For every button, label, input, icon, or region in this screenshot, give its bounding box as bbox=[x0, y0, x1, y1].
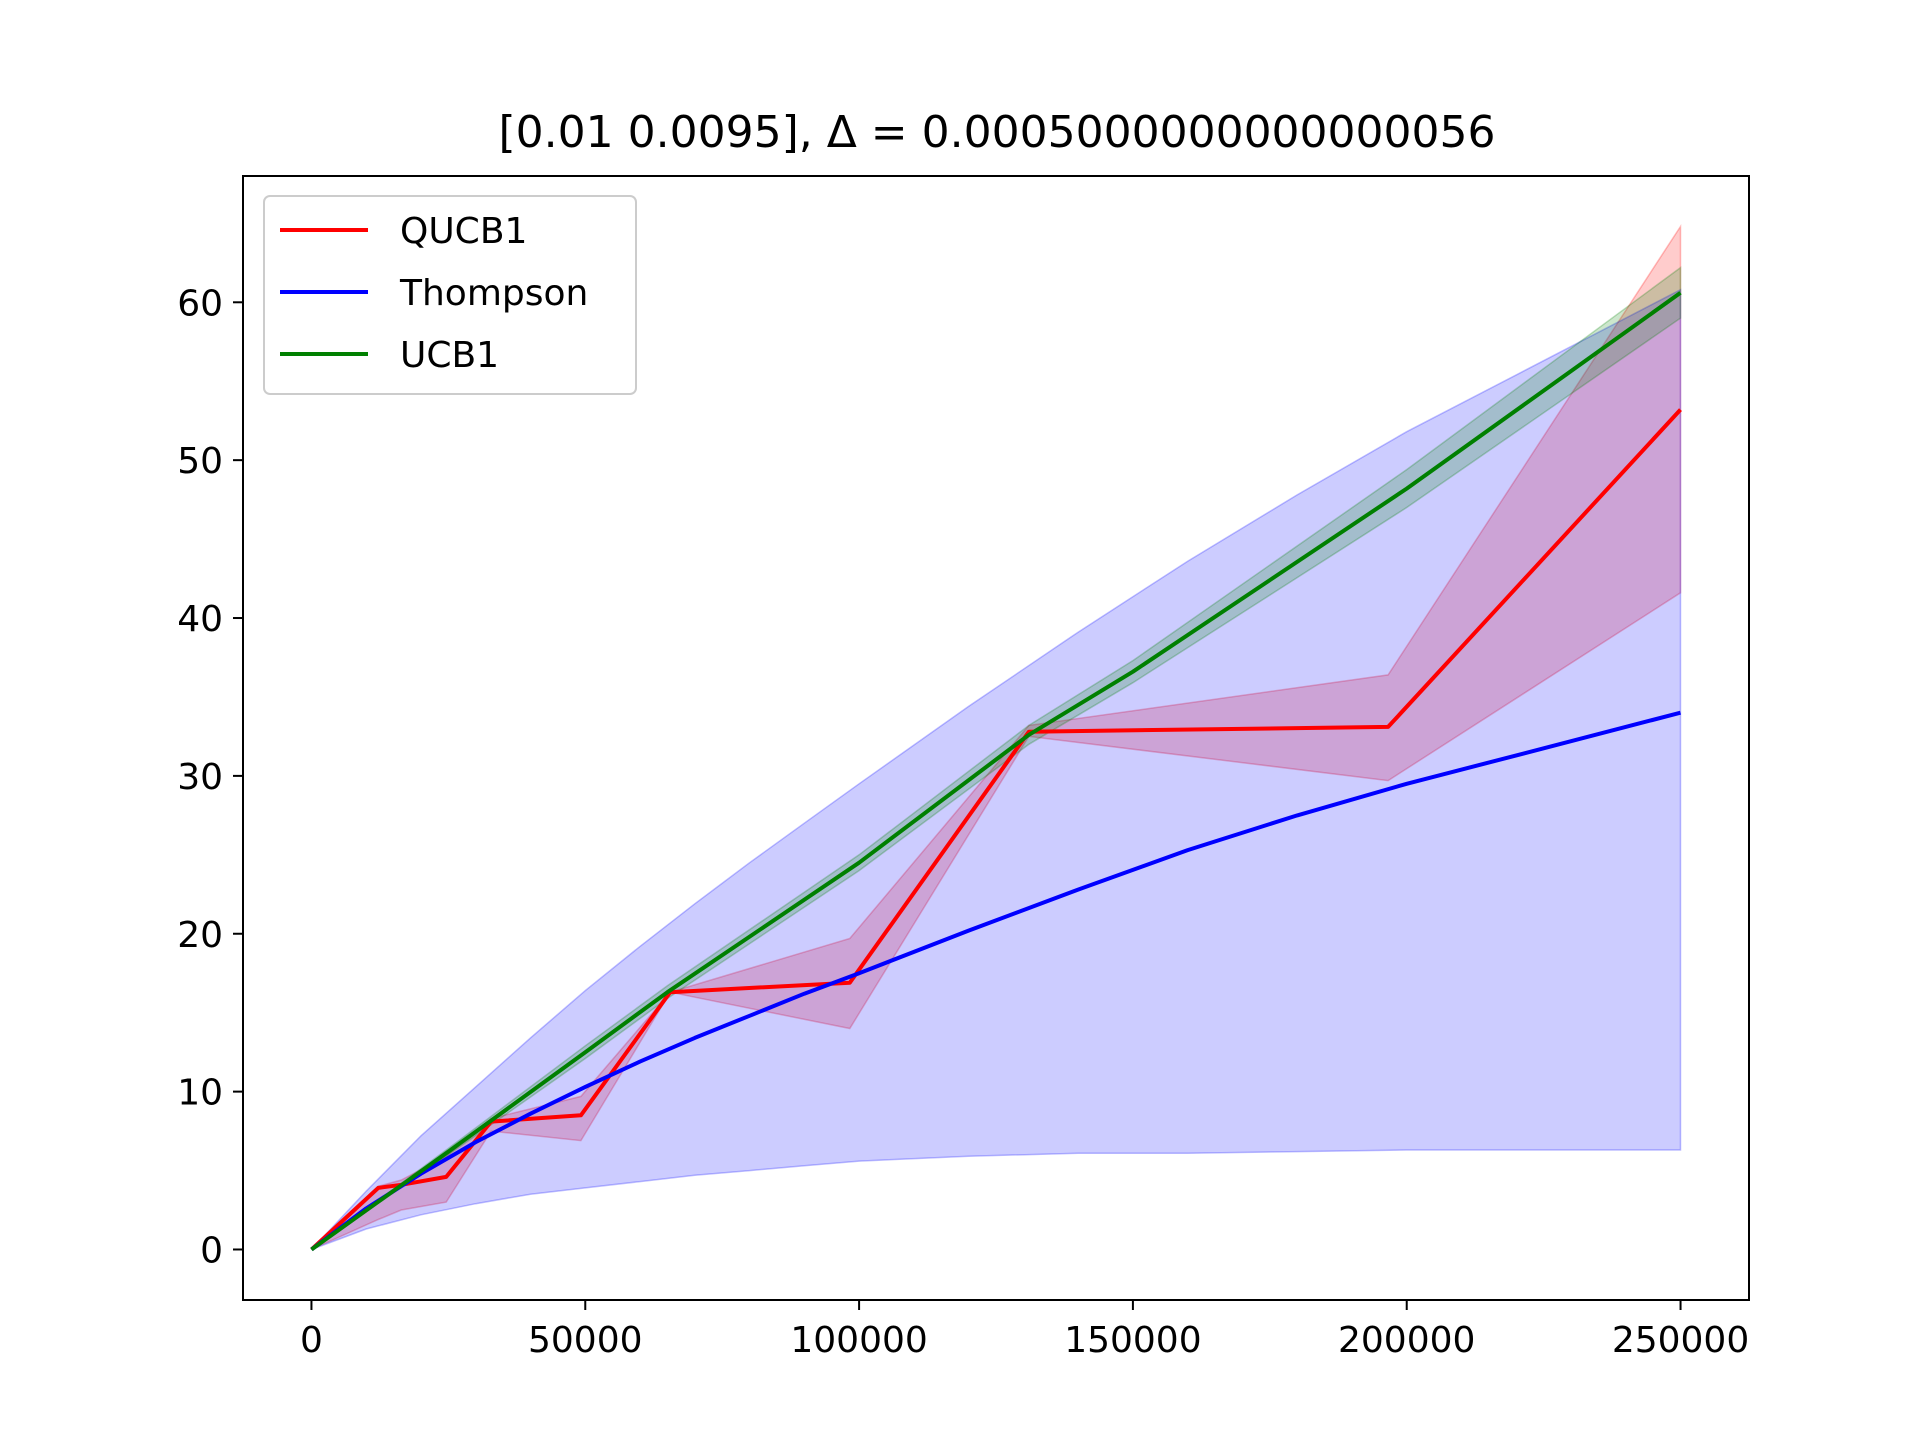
series-line-thompson bbox=[310, 710, 1682, 1252]
y-tick-label: 30 bbox=[177, 757, 223, 798]
series-lines bbox=[310, 291, 1682, 1252]
x-tick-label: 200000 bbox=[1338, 1320, 1475, 1361]
x-tick-label: 50000 bbox=[528, 1320, 643, 1361]
series-line-ucb1 bbox=[310, 291, 1682, 1252]
legend-label-qucb1: QUCB1 bbox=[400, 211, 527, 252]
y-tick-label: 10 bbox=[177, 1073, 223, 1114]
y-tick-label: 40 bbox=[177, 599, 223, 640]
x-tick-label: 150000 bbox=[1064, 1320, 1201, 1361]
y-tick-label: 60 bbox=[177, 283, 223, 324]
x-tick-label: 0 bbox=[300, 1320, 323, 1361]
y-tick-label: 0 bbox=[200, 1230, 223, 1271]
y-tick-label: 50 bbox=[177, 441, 223, 482]
y-axis: 0 10 20 30 40 50 60 bbox=[177, 283, 243, 1271]
x-tick-label: 250000 bbox=[1612, 1320, 1749, 1361]
legend-label-ucb1: UCB1 bbox=[400, 335, 499, 376]
series-line-qucb1 bbox=[310, 408, 1682, 1251]
x-tick-label: 100000 bbox=[790, 1320, 927, 1361]
legend: QUCB1 Thompson UCB1 bbox=[263, 195, 637, 395]
x-axis: 0 50000 100000 150000 200000 250000 bbox=[300, 1300, 1749, 1361]
band-thompson bbox=[310, 288, 1682, 1251]
plot-frame bbox=[242, 175, 1750, 1301]
legend-box bbox=[263, 195, 637, 395]
chart-title: [0.01 0.0095], Δ = 0.0005000000000000056 bbox=[498, 107, 1495, 158]
legend-label-thompson: Thompson bbox=[399, 273, 588, 314]
y-tick-label: 20 bbox=[177, 915, 223, 956]
